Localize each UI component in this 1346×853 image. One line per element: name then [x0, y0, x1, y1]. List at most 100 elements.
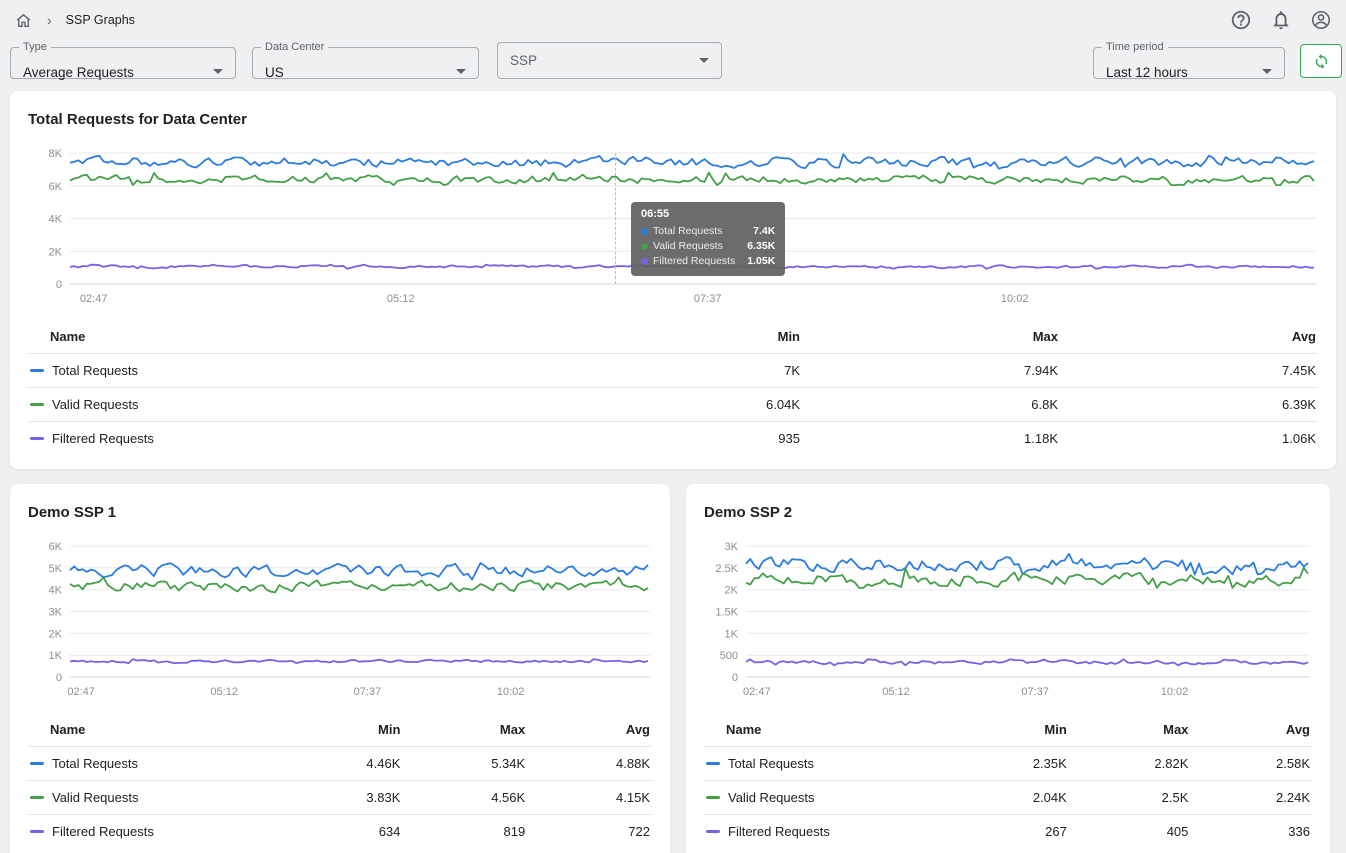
account-icon[interactable]	[1310, 9, 1332, 31]
svg-text:2K: 2K	[725, 585, 739, 597]
svg-text:1.5K: 1.5K	[715, 607, 738, 619]
col-header-max: Max	[1032, 329, 1058, 344]
svg-text:0: 0	[732, 672, 738, 684]
home-icon[interactable]	[14, 11, 33, 30]
series-min: 2.04K	[1032, 790, 1067, 805]
series-marker	[706, 829, 720, 833]
table-row[interactable]: Valid Requests 6.04K 6.8K 6.39K	[28, 387, 1318, 422]
table-row[interactable]: Total Requests 4.46K 5.34K 4.88K	[28, 746, 652, 781]
ssp-select[interactable]: SSP	[497, 42, 722, 79]
chevron-down-icon	[213, 69, 223, 74]
stats-table: Name Min Max Avg Total Requests 7K 7.94K 7.…	[28, 323, 1318, 455]
svg-text:05:12: 05:12	[387, 293, 415, 305]
data-center-select[interactable]: Data Center US	[252, 42, 479, 80]
svg-text:10:02: 10:02	[1001, 293, 1029, 305]
series-max: 7.94K	[1024, 363, 1058, 378]
svg-text:1K: 1K	[725, 628, 739, 640]
table-row[interactable]: Filtered Requests 935 1.18K 1.06K	[28, 421, 1318, 456]
svg-text:07:37: 07:37	[354, 686, 382, 698]
chart-svg: 3K 2.5K 2K 1.5K 1K 500 0 02:47 05:12 07:37 10:02	[715, 541, 1310, 698]
chart-title: Total Requests for Data Center	[28, 111, 247, 128]
series-min: 935	[778, 431, 800, 446]
series-max: 405	[1166, 824, 1189, 839]
svg-text:4K: 4K	[49, 214, 63, 226]
series-max: 2.5K	[1161, 790, 1189, 805]
series-max: 2.82K	[1154, 756, 1189, 771]
series-max: 6.8K	[1031, 397, 1058, 412]
svg-text:0: 0	[56, 279, 62, 291]
svg-text:3K: 3K	[49, 607, 63, 619]
col-header-name: Name	[50, 722, 86, 737]
svg-text:2K: 2K	[49, 246, 63, 258]
svg-text:8K: 8K	[49, 148, 63, 160]
type-select-value: Average Requests	[23, 65, 134, 80]
svg-text:05:12: 05:12	[210, 686, 238, 698]
table-row[interactable]: Valid Requests 2.04K 2.5K 2.24K	[704, 780, 1312, 815]
series-min: 2.35K	[1032, 756, 1067, 771]
line-chart[interactable]: 6K 5K 4K 3K 2K 1K 0 02:47 05:12 07:37 10:02	[28, 537, 652, 704]
time-period-select[interactable]: Time period Last 12 hours	[1093, 41, 1285, 80]
table-row[interactable]: Total Requests 7K 7.94K 7.45K	[28, 353, 1318, 388]
series-avg: 1.06K	[1282, 431, 1316, 446]
table-row[interactable]: Filtered Requests 267 405 336	[704, 814, 1312, 849]
series-name-cell: Total Requests	[704, 747, 947, 781]
chevron-down-icon	[699, 58, 709, 63]
data-center-select-value: US	[265, 65, 284, 80]
series-max: 5.34K	[491, 756, 526, 771]
series-avg: 336	[1288, 824, 1310, 839]
refresh-button[interactable]	[1300, 44, 1342, 78]
refresh-sync-icon	[1315, 53, 1327, 69]
type-select[interactable]: Type Average Requests	[10, 42, 236, 80]
col-header-max: Max	[499, 722, 526, 737]
svg-text:6K: 6K	[49, 181, 63, 193]
chart-svg: 6K 5K 4K 3K 2K 1K 0 02:47 05:12 07:37 10:02	[49, 541, 650, 698]
stats-table-header-row: Name Min Max Avg	[704, 716, 1312, 747]
table-row[interactable]: Filtered Requests 634 819 722	[28, 814, 652, 849]
svg-text:10:02: 10:02	[497, 686, 525, 698]
svg-text:3K: 3K	[725, 541, 739, 553]
time-period-select-value: Last 12 hours	[1106, 65, 1188, 80]
stats-table-header-row: Name Min Max Avg	[28, 716, 652, 747]
time-period-select-label: Time period	[1106, 41, 1164, 53]
series-name-cell: Filtered Requests	[704, 815, 947, 849]
svg-text:0: 0	[56, 672, 62, 684]
series-name: Filtered Requests	[52, 431, 154, 446]
series-marker	[30, 436, 44, 440]
series-name-cell: Total Requests	[28, 354, 544, 388]
line-chart[interactable]: 8K 6K 4K 2K 0 02:47 05:12 07:37 10:02 06:55 Total …	[28, 144, 1318, 311]
notifications-bell-icon[interactable]	[1270, 9, 1292, 31]
breadcrumb-page[interactable]: SSP Graphs	[65, 13, 135, 27]
series-name: Total Requests	[52, 756, 138, 771]
series-max: 1.18K	[1024, 431, 1058, 446]
series-marker	[30, 368, 44, 372]
col-header-min: Min	[1044, 722, 1067, 737]
svg-text:05:12: 05:12	[882, 686, 910, 698]
series-max: 4.56K	[491, 790, 526, 805]
svg-text:2K: 2K	[49, 628, 63, 640]
svg-text:02:47: 02:47	[80, 293, 108, 305]
series-marker	[30, 795, 44, 799]
series-name: Valid Requests	[52, 397, 139, 412]
col-header-avg: Avg	[625, 722, 650, 737]
chevron-down-icon	[456, 69, 466, 74]
series-name-cell: Total Requests	[28, 747, 278, 781]
svg-text:1K: 1K	[49, 650, 63, 662]
svg-text:02:47: 02:47	[743, 686, 771, 698]
table-row[interactable]: Valid Requests 3.83K 4.56K 4.15K	[28, 780, 652, 815]
svg-text:10:02: 10:02	[1161, 686, 1189, 698]
series-min: 4.46K	[366, 756, 401, 771]
series-min: 267	[1045, 824, 1067, 839]
series-name-cell: Valid Requests	[704, 781, 947, 815]
series-marker	[30, 402, 44, 406]
svg-text:07:37: 07:37	[1021, 686, 1049, 698]
crosshair-line	[615, 153, 616, 284]
help-icon[interactable]	[1230, 9, 1252, 31]
stats-table-header-row: Name Min Max Avg	[28, 323, 1318, 354]
series-max: 819	[503, 824, 526, 839]
series-name: Valid Requests	[728, 790, 815, 805]
stats-table: Name Min Max Avg Total Requests 4.46K 5.34…	[28, 716, 652, 848]
line-chart[interactable]: 3K 2.5K 2K 1.5K 1K 500 0 02:47 05:12 07:37 10:02	[704, 537, 1312, 704]
series-min: 634	[378, 824, 401, 839]
series-marker	[30, 761, 44, 765]
table-row[interactable]: Total Requests 2.35K 2.82K 2.58K	[704, 746, 1312, 781]
